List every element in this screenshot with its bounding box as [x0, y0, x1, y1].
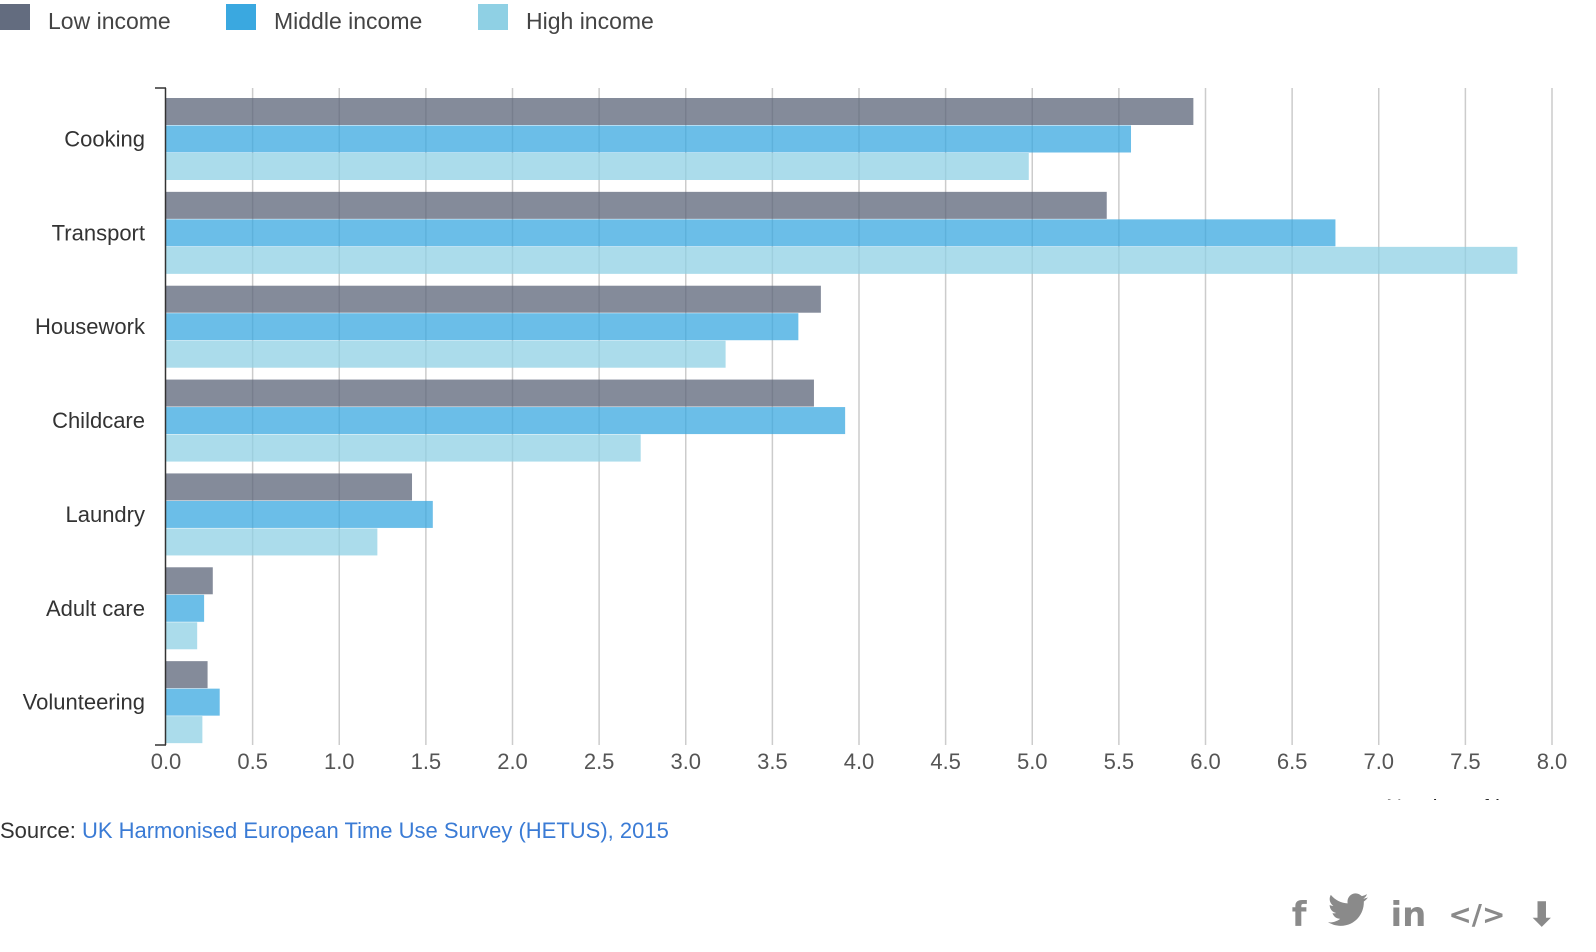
- bar-chart: 0.0 0.5 1.0 1.5 2.0 2.5 3.0 3.5 4.0 4.5 5.0 5.5 6.0 6…: [0, 4, 1568, 800]
- category-label: Transport: [52, 220, 145, 245]
- legend-swatch: [0, 4, 30, 30]
- x-tick-label: 8.0: [1537, 749, 1568, 774]
- x-tick-label: 1.0: [324, 749, 355, 774]
- bar: [166, 340, 726, 368]
- x-tick-label: 7.5: [1450, 749, 1481, 774]
- facebook-icon[interactable]: f: [1291, 894, 1307, 935]
- share-toolbar: f in </> ⬇: [1292, 893, 1556, 936]
- category-label: Childcare: [52, 408, 145, 433]
- bar: [166, 594, 205, 622]
- category-label: Adult care: [46, 596, 145, 621]
- x-tick-label: 6.0: [1190, 749, 1221, 774]
- bar: [166, 473, 413, 501]
- legend-label: Low income: [48, 8, 171, 34]
- bar: [166, 716, 203, 744]
- x-tick-label: 0.0: [151, 749, 182, 774]
- x-tick-label: 1.5: [411, 749, 442, 774]
- bar: [166, 191, 1107, 219]
- bar: [166, 313, 799, 341]
- legend-swatch: [478, 4, 508, 30]
- x-tick-label: 5.5: [1104, 749, 1135, 774]
- x-tick-label: 4.0: [844, 749, 875, 774]
- bar: [166, 125, 1132, 153]
- bar: [166, 434, 641, 462]
- x-tick-label: 4.5: [930, 749, 961, 774]
- category-label: Housework: [35, 314, 146, 339]
- embed-icon[interactable]: </>: [1448, 897, 1506, 931]
- x-tick-label: 5.0: [1017, 749, 1048, 774]
- bar: [166, 567, 213, 595]
- bar: [166, 285, 821, 313]
- x-tick-label: 3.0: [670, 749, 701, 774]
- category-label: Laundry: [65, 502, 145, 527]
- bar: [166, 98, 1194, 125]
- source-prefix: Source:: [0, 818, 82, 843]
- legend-label: High income: [526, 8, 654, 34]
- bar: [166, 153, 1029, 180]
- x-tick-label: 0.5: [237, 749, 268, 774]
- bar: [166, 528, 378, 556]
- linkedin-icon[interactable]: in: [1390, 894, 1427, 935]
- category-label: Volunteering: [23, 690, 145, 715]
- x-tick-label: 3.5: [757, 749, 788, 774]
- bar: [166, 407, 846, 435]
- download-icon[interactable]: ⬇: [1527, 894, 1557, 935]
- source-link[interactable]: UK Harmonised European Time Use Survey (…: [81, 818, 669, 843]
- source-note: Source: UK Harmonised European Time Use …: [0, 818, 669, 844]
- bar: [166, 688, 220, 716]
- bar: [166, 219, 1336, 247]
- x-tick-label: 6.5: [1277, 749, 1308, 774]
- bar: [166, 622, 198, 650]
- bar: [166, 246, 1518, 274]
- bar: [166, 661, 208, 689]
- bar: [166, 500, 433, 528]
- x-tick-label: 2.0: [497, 749, 528, 774]
- x-tick-label: 2.5: [584, 749, 615, 774]
- x-tick-label: 7.0: [1363, 749, 1394, 774]
- x-axis-label: Number of hours: [1386, 795, 1550, 800]
- category-label: Cooking: [64, 127, 145, 152]
- legend-label: Middle income: [274, 8, 422, 34]
- twitter-icon[interactable]: [1328, 893, 1369, 936]
- legend-swatch: [226, 4, 256, 30]
- bar: [166, 379, 814, 407]
